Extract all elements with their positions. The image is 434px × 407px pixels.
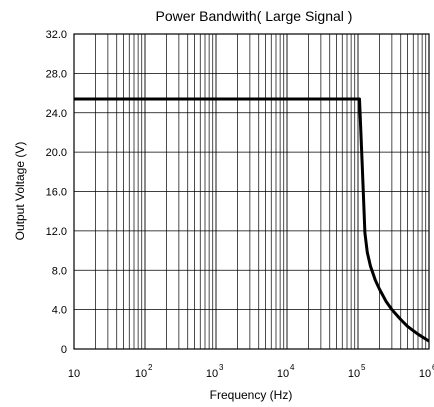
- x-tick-label: 10: [348, 368, 360, 380]
- x-tick-exponent: 6: [432, 363, 434, 372]
- y-tick-label: 0: [61, 344, 67, 356]
- y-tick-label: 16.0: [46, 187, 67, 199]
- x-tick-exponent: 3: [219, 363, 224, 372]
- y-tick-label: 20.0: [46, 147, 67, 159]
- chart-title: Power Bandwith( Large Signal ): [156, 8, 353, 24]
- y-tick-label: 28.0: [46, 68, 67, 80]
- x-tick-label: 10: [419, 368, 431, 380]
- series-line: [74, 97, 430, 343]
- y-tick-label: 8.0: [52, 265, 67, 277]
- grid: [74, 34, 429, 349]
- x-axis-label: Frequency (Hz): [210, 388, 293, 402]
- x-tick-label: 10: [206, 368, 218, 380]
- y-tick-labels: 0 4.0 8.0 12.0 16.0 20.0 24.0 28.0 32.0: [46, 29, 67, 356]
- y-tick-label: 32.0: [46, 29, 67, 41]
- x-tick-exponent: 2: [148, 363, 153, 372]
- x-tick-labels: 10102103104105106: [68, 363, 434, 380]
- y-axis-label: Output Voltage (V): [13, 142, 27, 241]
- x-tick-label: 10: [68, 368, 80, 380]
- x-tick-label: 10: [135, 368, 147, 380]
- series-layer: [74, 97, 430, 343]
- plot-frame: [73, 33, 430, 350]
- x-tick-exponent: 5: [361, 363, 366, 372]
- y-tick-label: 12.0: [46, 226, 67, 238]
- y-tick-label: 4.0: [52, 305, 67, 317]
- x-tick-label: 10: [277, 368, 289, 380]
- x-tick-exponent: 4: [290, 363, 295, 372]
- y-tick-label: 24.0: [46, 108, 67, 120]
